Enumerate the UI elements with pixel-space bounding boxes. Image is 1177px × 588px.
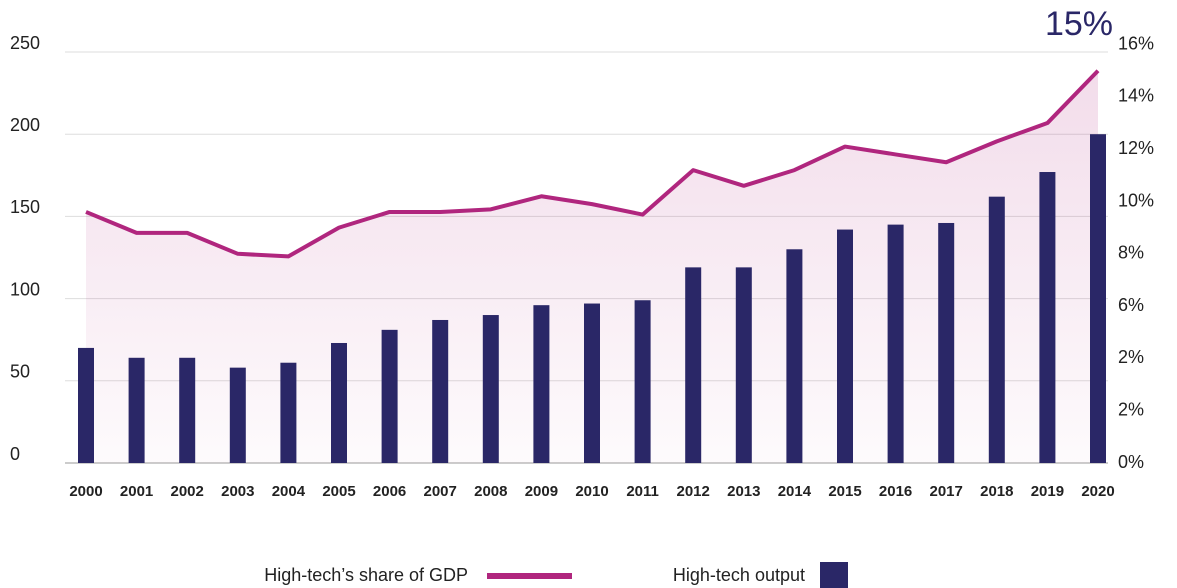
bar [584, 303, 600, 463]
bar [381, 329, 398, 463]
x-tick-label: 2004 [272, 483, 306, 500]
bar [735, 267, 752, 463]
y-tick-label: 100 [10, 279, 40, 299]
x-tick-label: 2002 [171, 483, 204, 500]
y2-tick-label: 2% [1118, 399, 1144, 419]
bar [837, 229, 853, 463]
y2-tick-label: 14% [1118, 86, 1154, 106]
y-tick-label: 150 [10, 197, 40, 217]
legend-swatch [487, 573, 572, 579]
y-tick-label: 50 [10, 362, 30, 382]
x-tick-label: 2000 [69, 483, 102, 500]
x-tick-label: 2009 [525, 483, 558, 500]
x-tick-label: 2005 [322, 483, 355, 500]
x-tick-label: 2007 [424, 483, 457, 500]
y2-tick-label: 12% [1118, 138, 1154, 158]
legend-label: High-tech output [673, 565, 805, 585]
legend-swatch [820, 562, 848, 588]
bar [482, 315, 499, 463]
x-tick-label: 2001 [120, 483, 153, 500]
bar [229, 367, 246, 463]
x-tick-label: 2017 [930, 483, 963, 500]
line [85, 69, 1100, 259]
x-tick-label: 2008 [474, 483, 507, 500]
bar [988, 196, 1005, 463]
x-tick-label: 2018 [980, 483, 1013, 500]
y-tick-label: 200 [10, 115, 40, 135]
legend-label: High-tech’s share of GDP [264, 565, 468, 585]
x-tick-label: 2010 [575, 483, 608, 500]
x-tick-label: 2003 [221, 483, 254, 500]
bar [786, 249, 803, 463]
bar [533, 305, 550, 463]
x-tick-label: 2012 [677, 483, 710, 500]
bar [1039, 172, 1056, 463]
x-tick-label: 2013 [727, 483, 760, 500]
bar [1090, 134, 1106, 463]
y2-tick-label: 16% [1118, 33, 1154, 53]
x-tick-label: 2016 [879, 483, 912, 500]
x-tick-label: 2019 [1031, 483, 1064, 500]
bar [78, 347, 94, 463]
y2-tick-label: 10% [1118, 190, 1154, 210]
x-tick-label: 2011 [626, 483, 659, 500]
x-tick-label: 2006 [373, 483, 406, 500]
bar [432, 319, 449, 463]
bar [887, 224, 904, 463]
x-tick-label: 2014 [778, 483, 812, 500]
bar [179, 357, 196, 463]
y2-tick-label: 0% [1118, 452, 1144, 472]
x-tick-label: 2020 [1081, 483, 1114, 500]
bar [938, 222, 955, 463]
y2-tick-label: 8% [1118, 243, 1144, 263]
x-tick-label: 2015 [828, 483, 861, 500]
y-tick-label: 0 [10, 444, 20, 464]
y2-tick-label: 2% [1118, 347, 1144, 367]
y2-tick-label: 6% [1118, 295, 1144, 315]
annotation: 15% [1045, 5, 1113, 43]
bar [280, 362, 297, 463]
bar [685, 267, 702, 463]
bar [331, 342, 347, 463]
y-tick-label: 250 [10, 33, 40, 53]
bar [634, 300, 651, 463]
bar [128, 357, 145, 463]
